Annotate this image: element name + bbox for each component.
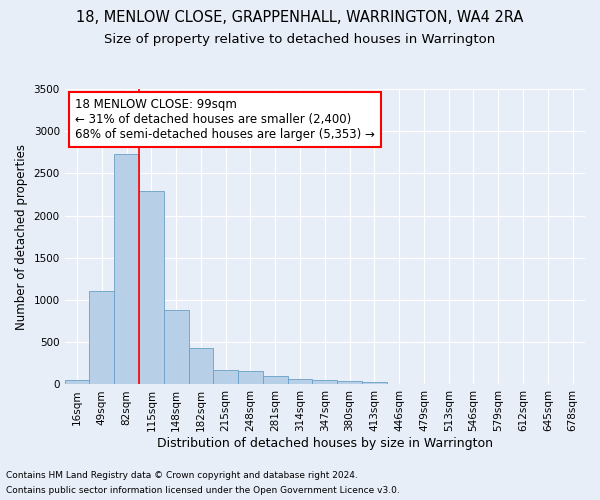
Bar [362, 382, 387, 384]
Bar [287, 379, 313, 384]
Text: Size of property relative to detached houses in Warrington: Size of property relative to detached ho… [104, 32, 496, 46]
Bar [65, 380, 89, 384]
Bar [164, 310, 188, 384]
Y-axis label: Number of detached properties: Number of detached properties [15, 144, 28, 330]
Bar [238, 370, 263, 384]
Text: 18, MENLOW CLOSE, GRAPPENHALL, WARRINGTON, WA4 2RA: 18, MENLOW CLOSE, GRAPPENHALL, WARRINGTO… [76, 10, 524, 25]
X-axis label: Distribution of detached houses by size in Warrington: Distribution of detached houses by size … [157, 437, 493, 450]
Bar [188, 348, 214, 385]
Bar [313, 380, 337, 384]
Bar [263, 376, 287, 384]
Bar [114, 154, 139, 384]
Bar [89, 291, 114, 384]
Text: Contains public sector information licensed under the Open Government Licence v3: Contains public sector information licen… [6, 486, 400, 495]
Bar [139, 191, 164, 384]
Bar [337, 381, 362, 384]
Text: 18 MENLOW CLOSE: 99sqm
← 31% of detached houses are smaller (2,400)
68% of semi-: 18 MENLOW CLOSE: 99sqm ← 31% of detached… [75, 98, 375, 141]
Bar [214, 370, 238, 384]
Text: Contains HM Land Registry data © Crown copyright and database right 2024.: Contains HM Land Registry data © Crown c… [6, 471, 358, 480]
